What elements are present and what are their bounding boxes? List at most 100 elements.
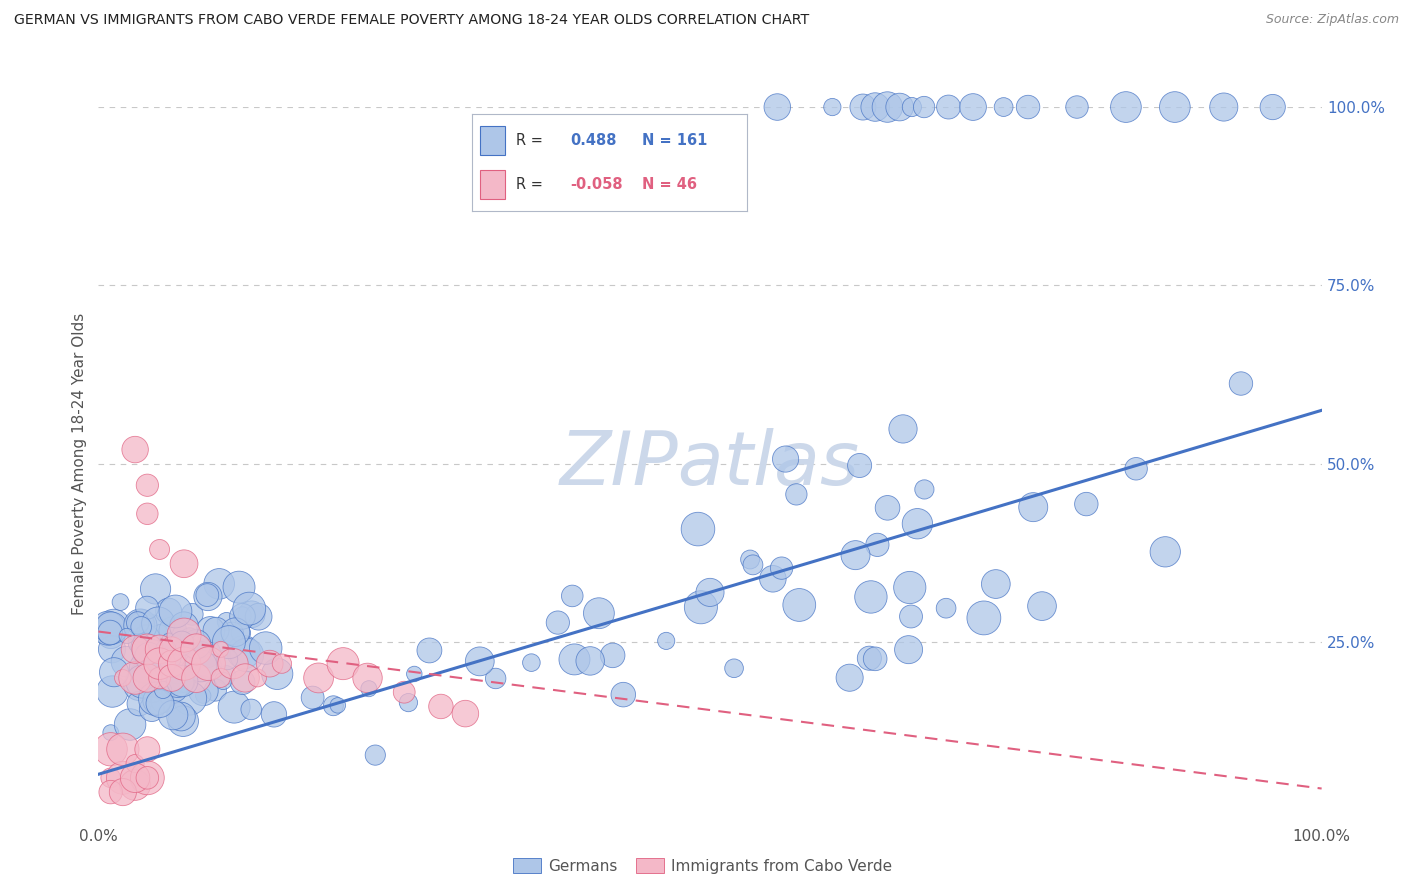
Point <box>588 606 610 620</box>
Point <box>396 696 419 710</box>
Point <box>218 635 240 649</box>
Point <box>770 561 793 575</box>
Point <box>136 771 159 785</box>
Point <box>208 577 231 591</box>
Point <box>136 648 159 663</box>
Point <box>356 671 378 685</box>
Point <box>136 742 159 756</box>
Point <box>190 658 212 673</box>
Point <box>240 702 263 716</box>
Point <box>173 557 195 571</box>
Point <box>162 624 184 638</box>
Point <box>889 100 911 114</box>
Point <box>602 648 624 663</box>
Point <box>564 652 586 666</box>
Point <box>231 609 253 624</box>
Point <box>101 684 124 698</box>
Point <box>852 100 875 114</box>
Point <box>204 683 226 698</box>
Point <box>124 442 146 457</box>
Point <box>160 657 183 671</box>
Point <box>169 674 191 689</box>
Point <box>775 452 797 467</box>
Point <box>912 483 935 497</box>
Point <box>205 624 228 638</box>
Point <box>723 661 745 675</box>
Point <box>128 665 150 680</box>
Point <box>145 652 167 666</box>
Point <box>766 100 789 114</box>
Point <box>197 590 219 604</box>
Point <box>142 621 165 635</box>
Point <box>159 651 181 665</box>
Text: Source: ZipAtlas.com: Source: ZipAtlas.com <box>1265 13 1399 27</box>
Text: ZIPatlas: ZIPatlas <box>560 428 860 500</box>
Point <box>152 694 174 708</box>
Point <box>224 625 246 640</box>
Point <box>100 621 122 635</box>
Point <box>193 689 215 703</box>
Point <box>115 629 138 643</box>
Point <box>270 657 294 671</box>
Point <box>762 572 785 586</box>
Point <box>579 654 602 668</box>
Point <box>1017 100 1039 114</box>
Point <box>876 500 898 515</box>
Point <box>195 647 218 661</box>
Point <box>938 100 960 114</box>
Point <box>136 642 159 657</box>
Point <box>128 697 150 711</box>
Point <box>129 618 152 632</box>
Point <box>136 507 159 521</box>
Point <box>357 681 380 696</box>
Point <box>222 657 245 671</box>
Point <box>229 626 252 640</box>
Point <box>322 698 344 713</box>
Point <box>146 693 169 707</box>
Point <box>103 665 125 680</box>
Point <box>134 640 156 655</box>
Point <box>655 633 678 648</box>
Point <box>547 615 569 630</box>
Point <box>520 656 543 670</box>
Point <box>821 100 844 114</box>
Point <box>240 607 263 622</box>
Point <box>115 655 138 669</box>
Point <box>848 458 870 473</box>
Point <box>149 642 172 657</box>
Point <box>686 522 709 536</box>
Point <box>232 645 254 659</box>
Point <box>197 657 219 671</box>
Point <box>984 577 1007 591</box>
Point <box>785 487 807 501</box>
Point <box>858 651 880 665</box>
Point <box>111 785 134 799</box>
Point <box>905 516 928 531</box>
Point <box>221 626 243 640</box>
Point <box>738 552 761 566</box>
Point <box>612 688 634 702</box>
Point <box>136 671 159 685</box>
Point <box>233 671 256 685</box>
Point <box>231 608 253 623</box>
Point <box>157 633 180 648</box>
Point <box>128 678 150 692</box>
Point <box>172 714 194 728</box>
Point <box>139 651 162 665</box>
Point <box>326 698 349 713</box>
Point <box>155 642 177 657</box>
Point <box>209 642 232 657</box>
Point <box>962 100 984 114</box>
Point <box>152 682 174 697</box>
Point <box>468 654 491 668</box>
Point <box>149 671 172 685</box>
Point <box>485 672 508 686</box>
Point <box>332 657 354 671</box>
Point <box>136 600 159 615</box>
Point <box>561 589 583 603</box>
Point <box>200 624 222 638</box>
Point <box>173 657 195 671</box>
Point <box>1031 599 1053 613</box>
Point <box>973 611 995 625</box>
Point <box>111 671 134 685</box>
